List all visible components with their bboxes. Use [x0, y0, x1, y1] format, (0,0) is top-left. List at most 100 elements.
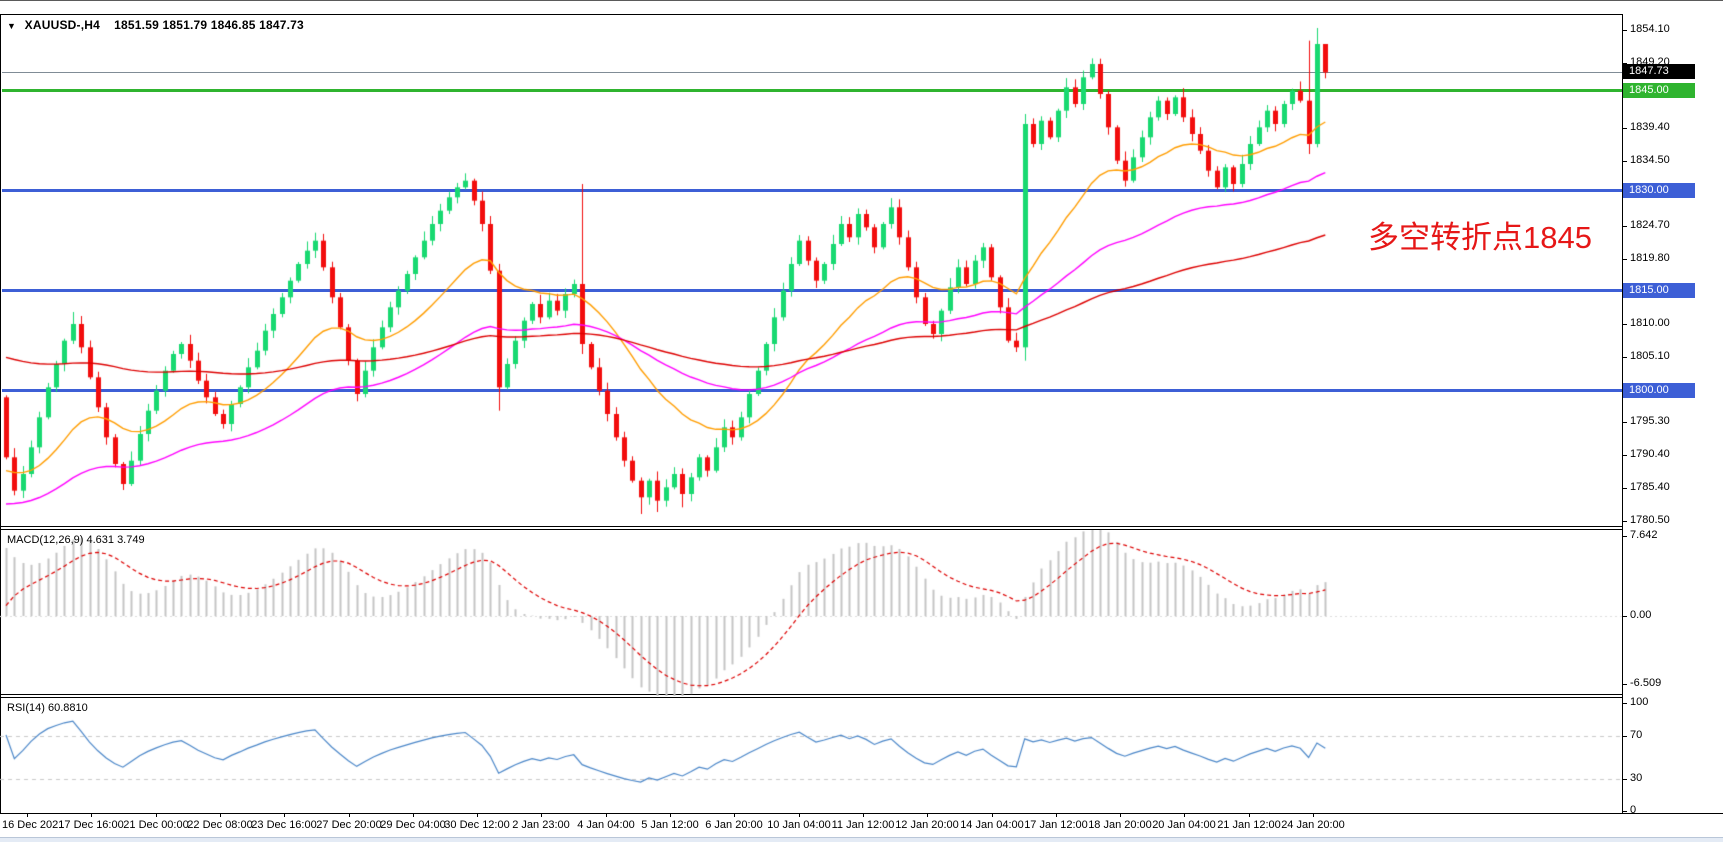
time-tick-mark: [27, 813, 28, 817]
time-tick-mark: [1249, 813, 1250, 817]
macd-tick-dash: [1622, 684, 1627, 685]
rsi-tick: 30: [1630, 772, 1643, 784]
price-tick: 1805.10: [1630, 350, 1670, 362]
price-flag-1800_00: 1800.00: [1623, 383, 1695, 398]
time-tick-mark: [477, 813, 478, 817]
time-label: 16 Dec 2021: [2, 819, 65, 831]
time-tick-mark: [799, 813, 800, 817]
price-tick: 1780.50: [1630, 514, 1670, 526]
price-tick: 1795.30: [1630, 415, 1670, 427]
price-tick-dash: [1622, 128, 1627, 129]
price-flag-1847_73: 1847.73: [1623, 64, 1695, 79]
time-label: 10 Jan 04:00: [767, 819, 831, 831]
price-chart-canvas[interactable]: [0, 1, 1622, 528]
time-tick-mark: [1313, 813, 1314, 817]
time-label: 17 Jan 12:00: [1024, 819, 1088, 831]
time-label: 5 Jan 12:00: [641, 819, 699, 831]
time-tick-mark: [284, 813, 285, 817]
time-tick-mark: [541, 813, 542, 817]
macd-label: MACD(12,26,9) 4.631 3.749: [7, 534, 145, 546]
price-tick-dash: [1622, 357, 1627, 358]
rsi-tick-dash: [1622, 736, 1627, 737]
price-tick: 1824.70: [1630, 219, 1670, 231]
time-label: 21 Jan 12:00: [1217, 819, 1281, 831]
time-label: 6 Jan 20:00: [705, 819, 763, 831]
time-label: 23 Dec 16:00: [251, 819, 317, 831]
time-tick-mark: [220, 813, 221, 817]
time-label: 4 Jan 04:00: [577, 819, 635, 831]
price-tick-dash: [1622, 488, 1627, 489]
macd-values: 4.631 3.749: [86, 534, 145, 546]
price-tick: 1854.10: [1630, 23, 1670, 35]
time-tick-mark: [734, 813, 735, 817]
price-tick-dash: [1622, 455, 1627, 456]
time-label: 22 Dec 08:00: [187, 819, 253, 831]
price-flag-1845_00: 1845.00: [1623, 83, 1695, 98]
time-tick-mark: [992, 813, 993, 817]
time-tick-mark: [349, 813, 350, 817]
collapse-arrow-icon[interactable]: ▼: [7, 21, 17, 31]
time-label: 30 Dec 12:00: [444, 819, 510, 831]
macd-tick: -6.509: [1630, 677, 1662, 689]
price-tick: 1790.40: [1630, 448, 1670, 460]
time-tick-mark: [1184, 813, 1185, 817]
ohlc-values-label: 1851.59 1851.79 1846.85 1847.73: [114, 18, 304, 32]
price-tick-dash: [1622, 30, 1627, 31]
rsi-tick: 70: [1630, 729, 1643, 741]
time-label: 14 Jan 04:00: [960, 819, 1024, 831]
price-axis-line: [1622, 14, 1623, 814]
price-tick: 1810.00: [1630, 317, 1670, 329]
price-tick-dash: [1622, 422, 1627, 423]
macd-tick-dash: [1622, 536, 1627, 537]
price-tick: 1819.80: [1630, 252, 1670, 264]
price-flag-1815_00: 1815.00: [1623, 283, 1695, 298]
macd-indicator-canvas[interactable]: [0, 530, 1622, 696]
separator-macd-rsi-b: [0, 697, 1622, 698]
rsi-tick-dash: [1622, 779, 1627, 780]
price-flag-1830_00: 1830.00: [1623, 183, 1695, 198]
time-label: 27 Dec 20:00: [316, 819, 382, 831]
time-label: 20 Jan 04:00: [1152, 819, 1216, 831]
price-tick: 1785.40: [1630, 481, 1670, 493]
time-label: 24 Jan 20:00: [1281, 819, 1345, 831]
price-tick-dash: [1622, 521, 1627, 522]
price-tick: 1834.50: [1630, 154, 1670, 166]
rsi-tick-dash: [1622, 703, 1627, 704]
macd-tick-dash: [1622, 616, 1627, 617]
time-tick-mark: [1120, 813, 1121, 817]
chart-header: ▼ XAUUSD-,H4 1851.59 1851.79 1846.85 184…: [7, 18, 304, 32]
time-axis-line: [0, 813, 1723, 814]
price-tick: 1839.40: [1630, 121, 1670, 133]
price-tick-dash: [1622, 161, 1627, 162]
time-label: 12 Jan 20:00: [895, 819, 959, 831]
time-label: 21 Dec 00:00: [123, 819, 189, 831]
rsi-tick-dash: [1622, 811, 1627, 812]
time-tick-mark: [91, 813, 92, 817]
time-tick-mark: [863, 813, 864, 817]
rsi-tick: 100: [1630, 696, 1649, 708]
time-tick-mark: [1056, 813, 1057, 817]
macd-tick: 0.00: [1630, 609, 1652, 621]
time-label: 2 Jan 23:00: [512, 819, 570, 831]
price-tick-dash: [1622, 259, 1627, 260]
rsi-label: RSI(14) 60.8810: [7, 702, 88, 714]
rsi-tick: 0: [1630, 804, 1637, 816]
price-tick-dash: [1622, 324, 1627, 325]
symbol-timeframe-label: XAUUSD-,H4: [24, 18, 100, 32]
time-label: 17 Dec 16:00: [58, 819, 124, 831]
window-bottom-strip: [0, 837, 1723, 842]
price-tick-dash: [1622, 226, 1627, 227]
time-tick-mark: [413, 813, 414, 817]
time-tick-mark: [606, 813, 607, 817]
time-tick-mark: [670, 813, 671, 817]
time-tick-mark: [927, 813, 928, 817]
separator-price-macd-b: [0, 529, 1622, 530]
rsi-indicator-canvas[interactable]: [0, 698, 1622, 813]
time-tick-mark: [156, 813, 157, 817]
time-label: 11 Jan 12:00: [831, 819, 895, 831]
time-label: 29 Dec 04:00: [380, 819, 446, 831]
time-label: 18 Jan 20:00: [1088, 819, 1152, 831]
annotation-text[interactable]: 多空转折点1845: [1368, 220, 1592, 255]
macd-tick: 7.642: [1630, 529, 1658, 541]
